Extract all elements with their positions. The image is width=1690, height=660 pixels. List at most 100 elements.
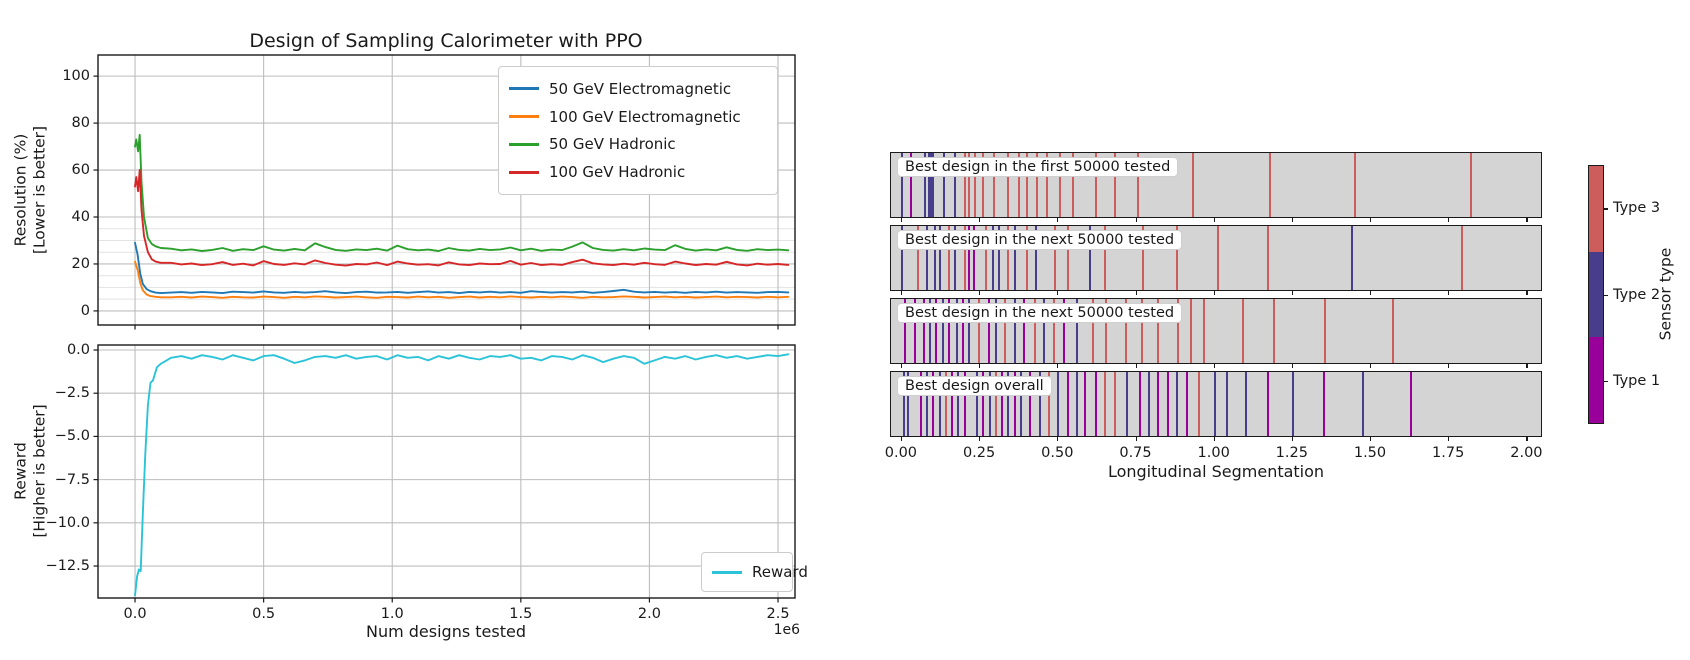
sensor-layer-line-type1 [1001,372,1003,436]
sensor-layer-line-type2 [1013,299,1016,363]
design-strip-3: Best design in the next 50000 tested [890,298,1542,364]
sensor-layer-line-type3 [963,226,966,290]
resolution-ylabel-line2: [Lower is better] [30,125,48,255]
sensor-layer-line-type1 [1083,372,1086,436]
strip-x-tick [1370,218,1372,222]
strip-x-tick [1213,364,1215,368]
sensor-layer-line-type3 [1047,372,1050,436]
sensor-layer-line-type2 [927,153,930,217]
strip-x-tick [1370,364,1372,368]
x-tick-label: 1.0 [380,606,404,622]
legend-swatch [509,115,539,119]
sensor-layer-line-type2 [932,153,935,217]
strip-label: Best design in the next 50000 tested [897,230,1183,250]
sensor-layer-line-type2 [1076,299,1079,363]
legend-swatch [509,142,539,146]
design-strip-1: Best design in the first 50000 tested [890,152,1542,218]
strip-x-tick [1135,437,1137,441]
sensor-layer-line-type1 [1066,372,1069,436]
sensor-layer-line-type3 [1176,226,1179,290]
colorbar-tick [1604,294,1608,296]
sensor-layer-line-type1 [1185,372,1188,436]
series-line-50-gev-electromagnetic [134,241,790,295]
y-tick-label: −10.0 [45,514,90,531]
sensor-layer-line-type3 [985,226,988,290]
legend-label: 100 GeV Hadronic [549,163,686,182]
sensor-layer-line-type2 [1013,226,1016,290]
legend-label: 50 GeV Hadronic [549,135,676,154]
segmentation-tick-label: 1.00 [1197,445,1230,461]
sensor-layer-line-type3 [1241,299,1244,363]
segmentation-tick-label: 2.00 [1510,445,1543,461]
sensor-layer-line-type2 [942,153,945,217]
strip-x-tick [1526,437,1528,441]
sensor-layer-line-type3 [1113,372,1116,436]
sensor-layer-line-type2 [1043,299,1046,363]
legend-row: 50 GeV Hadronic [509,135,767,153]
y-tick-label: 40 [71,209,90,225]
strip-x-tick [900,437,903,441]
sensor-layer-line-type3 [1191,153,1194,217]
sensor-layer-line-type2 [938,226,941,290]
strip-x-tick [1448,437,1450,441]
colorbar-tick [1604,380,1608,383]
sensor-layer-line-type3 [944,372,947,436]
sensor-layer-line-type1 [913,299,916,363]
strip-x-tick [1448,218,1450,222]
strip-x-tick [1291,437,1293,441]
sensor-layer-line-type3 [1045,153,1048,217]
sensor-layer-line-type1 [1013,372,1016,436]
sensor-layer-line-type1 [951,372,953,436]
legend-row: 100 GeV Electromagnetic [509,108,767,126]
reward-ylabel: Reward [Higher is better] [11,404,48,537]
legend-row: Reward [712,563,808,581]
sensor-layer-line-type1 [1409,372,1412,436]
sensor-layer-line-type1 [972,226,975,290]
y-tick-label: −2.5 [54,385,90,402]
sensor-layer-line-type3 [1052,299,1055,363]
resolution-ylabel: Resolution (%) [Lower is better] [11,126,48,254]
sensor-layer-line-type3 [1026,226,1028,290]
strip-x-tick [1057,218,1059,222]
segmentation-tick-label: 0.50 [1041,445,1074,461]
sensor-layer-line-type1 [1323,372,1326,436]
sensor-layer-line-type3 [1324,299,1327,363]
segmentation-tick-label: 1.25 [1275,445,1308,461]
strip-x-tick [1370,291,1372,295]
sensor-layer-line-type3 [1266,226,1269,290]
sensor-layer-line-type2 [954,226,957,290]
series-line-reward [134,353,790,597]
sensor-layer-line-type1 [1094,372,1097,436]
colorbar-segment-type3 [1589,166,1603,252]
sensor-layer-line-type1 [947,299,950,363]
strip-x-tick [1291,218,1293,222]
sensor-layer-line-type3 [994,372,997,436]
sensor-layer-line-type2 [1176,372,1179,436]
sensor-layer-line-type3 [1105,299,1108,363]
strip-x-tick [900,291,903,295]
strip-x-tick [1291,291,1293,295]
legend-label: 100 GeV Electromagnetic [549,107,741,126]
sensor-layer-line-type2 [929,299,932,363]
sensor-layer-line-type2 [1213,372,1216,436]
segmentation-tick-label: 0.25 [962,445,996,461]
sensor-layer-line-type3 [1189,299,1192,363]
legend-swatch [509,170,539,174]
sensor-layer-line-type1 [1138,372,1141,436]
sensor-layer-line-type3 [1036,153,1038,217]
series-line-100-gev-hadronic [134,169,790,267]
segmentation-tick-label: 0.00 [884,445,918,461]
design-strip-2: Best design in the next 50000 tested [890,225,1542,291]
x-tick-label: 0.0 [123,606,147,622]
sensor-layer-line-type3 [1460,226,1463,290]
sensor-layer-line-type3 [1157,299,1160,363]
legend-label: Reward [752,563,808,581]
sensor-layer-line-type3 [1091,299,1094,363]
strip-x-tick [979,291,981,295]
sensor-layer-line-type3 [1007,226,1010,290]
sensor-layer-line-type2 [957,372,960,436]
sensor-layer-line-type2 [1351,226,1354,290]
sensor-layer-line-type3 [968,153,971,217]
axis-offset-text: 1e6 [773,622,800,638]
strip-x-tick [1135,218,1137,222]
